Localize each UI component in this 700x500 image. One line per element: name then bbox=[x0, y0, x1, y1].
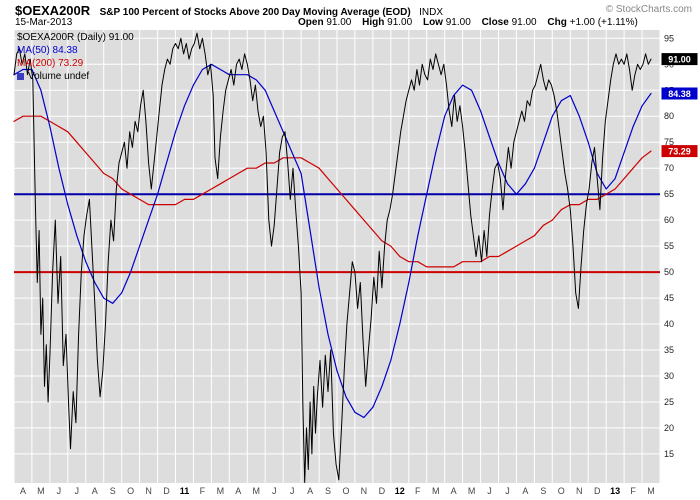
chart-date: 15-Mar-2013 bbox=[15, 17, 73, 28]
title-line: $OEXA200R S&P 100 Percent of Stocks Abov… bbox=[15, 2, 443, 20]
svg-text:F: F bbox=[415, 486, 421, 496]
high-value: 91.00 bbox=[387, 17, 413, 28]
chg-value: +1.00 (+1.11%) bbox=[569, 17, 638, 28]
svg-text:20: 20 bbox=[664, 423, 674, 433]
low-quote: Low 91.00 bbox=[423, 17, 471, 28]
svg-text:70: 70 bbox=[664, 163, 674, 173]
chg-label: Chg bbox=[547, 17, 567, 28]
svg-text:75: 75 bbox=[664, 137, 674, 147]
open-quote: Open 91.00 bbox=[298, 17, 351, 28]
svg-text:O: O bbox=[558, 486, 565, 496]
svg-text:M: M bbox=[217, 486, 225, 496]
svg-text:M: M bbox=[432, 486, 440, 496]
svg-text:A: A bbox=[522, 486, 528, 496]
svg-text:40: 40 bbox=[664, 319, 674, 329]
chart-header: $OEXA200R S&P 100 Percent of Stocks Abov… bbox=[0, 0, 700, 30]
svg-text:A: A bbox=[20, 486, 26, 496]
svg-text:15: 15 bbox=[664, 449, 674, 459]
svg-text:55: 55 bbox=[664, 241, 674, 251]
svg-text:25: 25 bbox=[664, 397, 674, 407]
svg-text:12: 12 bbox=[395, 486, 405, 496]
svg-text:J: J bbox=[272, 486, 277, 496]
svg-text:S: S bbox=[325, 486, 331, 496]
svg-text:A: A bbox=[451, 486, 457, 496]
svg-text:S: S bbox=[540, 486, 546, 496]
open-value: 91.00 bbox=[326, 17, 352, 28]
svg-text:95: 95 bbox=[664, 33, 674, 43]
svg-text:60: 60 bbox=[664, 215, 674, 225]
svg-text:F: F bbox=[630, 486, 636, 496]
svg-text:N: N bbox=[361, 486, 368, 496]
svg-text:11: 11 bbox=[180, 486, 190, 496]
low-label: Low bbox=[422, 17, 443, 28]
svg-text:S: S bbox=[110, 486, 116, 496]
svg-text:80: 80 bbox=[664, 111, 674, 121]
svg-text:13: 13 bbox=[610, 486, 620, 496]
svg-text:A: A bbox=[92, 486, 98, 496]
svg-text:O: O bbox=[342, 486, 349, 496]
svg-text:N: N bbox=[145, 486, 152, 496]
chg-quote: Chg +1.00 (+1.11%) bbox=[547, 17, 637, 28]
svg-text:65: 65 bbox=[664, 189, 674, 199]
svg-text:91.00: 91.00 bbox=[668, 55, 691, 65]
svg-text:O: O bbox=[127, 486, 134, 496]
svg-text:45: 45 bbox=[664, 293, 674, 303]
svg-text:A: A bbox=[235, 486, 241, 496]
close-quote: Close 91.00 bbox=[482, 17, 537, 28]
high-quote: High 91.00 bbox=[362, 17, 412, 28]
svg-text:84.38: 84.38 bbox=[668, 89, 691, 99]
close-value: 91.00 bbox=[511, 17, 537, 28]
symbol-title: $OEXA200R bbox=[15, 3, 91, 18]
svg-text:35: 35 bbox=[664, 345, 674, 355]
low-value: 91.00 bbox=[445, 17, 471, 28]
high-label: High bbox=[362, 17, 385, 28]
close-label: Close bbox=[481, 17, 509, 28]
svg-text:J: J bbox=[57, 486, 62, 496]
svg-text:J: J bbox=[75, 486, 80, 496]
svg-text:D: D bbox=[379, 486, 386, 496]
exchange-label: INDX bbox=[419, 7, 444, 18]
svg-text:M: M bbox=[647, 486, 655, 496]
svg-text:M: M bbox=[468, 486, 476, 496]
svg-text:M: M bbox=[37, 486, 45, 496]
open-label: Open bbox=[298, 17, 324, 28]
ohlc-quote-line: Open 91.00 High 91.00 Low 91.00 Close 91… bbox=[298, 17, 646, 28]
svg-text:M: M bbox=[253, 486, 261, 496]
svg-text:N: N bbox=[576, 486, 583, 496]
svg-text:50: 50 bbox=[664, 267, 674, 277]
svg-text:30: 30 bbox=[664, 371, 674, 381]
svg-text:J: J bbox=[487, 486, 492, 496]
svg-text:J: J bbox=[505, 486, 510, 496]
svg-text:J: J bbox=[290, 486, 295, 496]
chart-description: S&P 100 Percent of Stocks Above 200 Day … bbox=[99, 7, 411, 18]
stockcharts-copyright: © StockCharts.com bbox=[605, 4, 692, 15]
svg-text:F: F bbox=[200, 486, 206, 496]
svg-text:D: D bbox=[594, 486, 601, 496]
svg-text:A: A bbox=[307, 486, 313, 496]
svg-text:73.29: 73.29 bbox=[668, 147, 691, 157]
svg-text:D: D bbox=[163, 486, 170, 496]
